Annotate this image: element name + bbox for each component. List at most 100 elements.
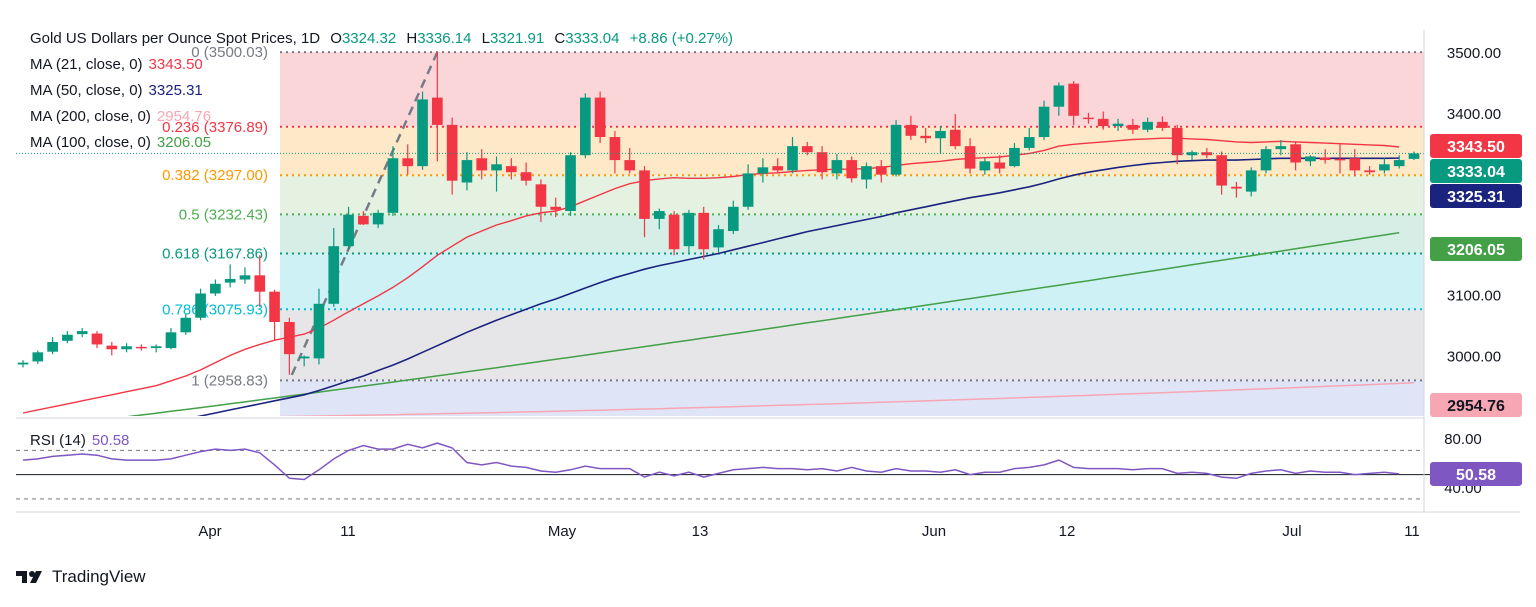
fib-level-labels: 0 (3500.03) 0.236 (3376.89) 0.382 (3297.00… [162, 44, 268, 389]
time-tick-label: 12 [1059, 523, 1076, 540]
candle-body [402, 158, 414, 167]
candle-body [1112, 123, 1124, 127]
time-tick-label: 13 [692, 523, 709, 540]
ma100-line [126, 231, 1400, 416]
candle-body [358, 215, 369, 225]
candle-body [1290, 144, 1301, 163]
candle-body [579, 97, 591, 156]
candle-body [328, 246, 340, 304]
legend-ma50-label: MA (50, close, 0) [30, 82, 143, 99]
change-value: +8.86 (+0.27%) [629, 30, 734, 47]
candle-body [668, 214, 680, 250]
candle-body [432, 97, 443, 125]
fib-fill-band [280, 309, 1424, 381]
candle-body [624, 160, 636, 171]
price-badge [1430, 134, 1522, 158]
candle-body [594, 97, 606, 138]
candle-body [165, 332, 177, 349]
high-label: H [406, 30, 418, 47]
ma-clip-group [22, 137, 1415, 416]
legend-ma100[interactable]: MA (100, close, 0) 3206.05 [30, 134, 211, 151]
close-value: 3333.04 [565, 30, 620, 47]
ohlc-low: L3321.91 [482, 30, 545, 47]
candle-body [1231, 186, 1242, 189]
candle-body [417, 99, 428, 167]
price-tick-label: 3500.00 [1447, 45, 1501, 62]
candle-body [446, 124, 458, 181]
price-badge-label: 3343.50 [1447, 139, 1505, 156]
candle-body [653, 211, 665, 219]
price-badge-label: 3333.04 [1447, 164, 1505, 181]
price-tick-label: 3100.00 [1447, 288, 1501, 305]
open-label: O [330, 30, 342, 47]
candle-body [62, 334, 73, 341]
candle-body [1334, 158, 1346, 161]
legend-ma50[interactable]: MA (50, close, 0) 3325.31 [30, 82, 203, 99]
candle-body [1393, 160, 1405, 167]
candle-body [121, 346, 132, 350]
time-tick-label: May [548, 523, 577, 540]
candles [17, 52, 1420, 375]
candle-body [683, 212, 695, 247]
legend-ma200[interactable]: MA (200, close, 0) 2954.76 [30, 108, 211, 125]
legend-ma21[interactable]: MA (21, close, 0) 3343.50 [30, 56, 203, 73]
chart-header: Gold US Dollars per Ounce Spot Prices, 1… [30, 30, 733, 47]
fib-level-label: 0.618 (3167.86) [162, 246, 268, 263]
fib-level-label: 0 (3500.03) [191, 44, 268, 61]
candle-body [1408, 153, 1420, 159]
ohlc-open: O3324.32 [330, 30, 396, 47]
candle-body [846, 160, 858, 179]
candle-body [565, 155, 576, 212]
open-value: 3324.32 [341, 30, 397, 47]
candle-body [210, 283, 221, 294]
candle-body [1097, 118, 1109, 127]
candle-body [801, 146, 813, 153]
candle-body [1068, 83, 1079, 116]
candle-body [476, 158, 488, 171]
price-badge-label: 3206.05 [1447, 242, 1505, 259]
time-tick-label: 11 [1404, 523, 1420, 540]
candle-body [1171, 127, 1183, 156]
candle-body [949, 129, 961, 147]
candle-body [875, 166, 887, 175]
price-badge-label: 3325.31 [1447, 189, 1505, 206]
candle-body [964, 146, 976, 169]
candle-body [224, 278, 236, 283]
price-badge [1430, 393, 1522, 417]
price-badge-label: 2954.76 [1447, 398, 1505, 415]
legend-ma200-value: 2954.76 [156, 108, 212, 125]
time-tick-label: Apr [198, 523, 221, 540]
price-tick-label: 3400.00 [1447, 106, 1501, 123]
candle-body [861, 166, 872, 180]
rsi-legend[interactable]: RSI (14) 50.58 [30, 432, 129, 449]
candle-body [1275, 146, 1287, 150]
legend-ma50-value: 3325.31 [148, 82, 203, 99]
candle-body [609, 137, 621, 161]
candle-body [1142, 121, 1153, 130]
candle-body [1364, 170, 1375, 173]
time-tick-label: 11 [340, 523, 356, 540]
legend-ma200-label: MA (200, close, 0) [30, 108, 151, 125]
rsi-pane [16, 442, 1444, 500]
candle-body [757, 167, 769, 174]
candle-body [1216, 155, 1227, 186]
candle-body [1023, 137, 1035, 148]
brand-name: TradingView [52, 567, 146, 586]
candle-body [1038, 106, 1050, 138]
low-label: L [481, 30, 490, 47]
tradingview-brand[interactable]: TradingView [16, 567, 146, 587]
candle-body [106, 345, 118, 350]
candle-body [343, 214, 354, 247]
legend-ma21-label: MA (21, close, 0) [30, 56, 143, 73]
fib-level-label: 0.5 (3232.43) [179, 206, 268, 223]
candle-body [180, 317, 192, 333]
close-label: C [554, 30, 566, 47]
candle-body [461, 160, 473, 183]
rsi-line [22, 442, 1400, 481]
rsi-badge-label: 50.58 [1456, 467, 1496, 484]
price-tick-label: 3000.00 [1447, 348, 1501, 365]
fib-level-label: 0.382 (3297.00) [162, 167, 268, 184]
candle-body [713, 229, 724, 248]
